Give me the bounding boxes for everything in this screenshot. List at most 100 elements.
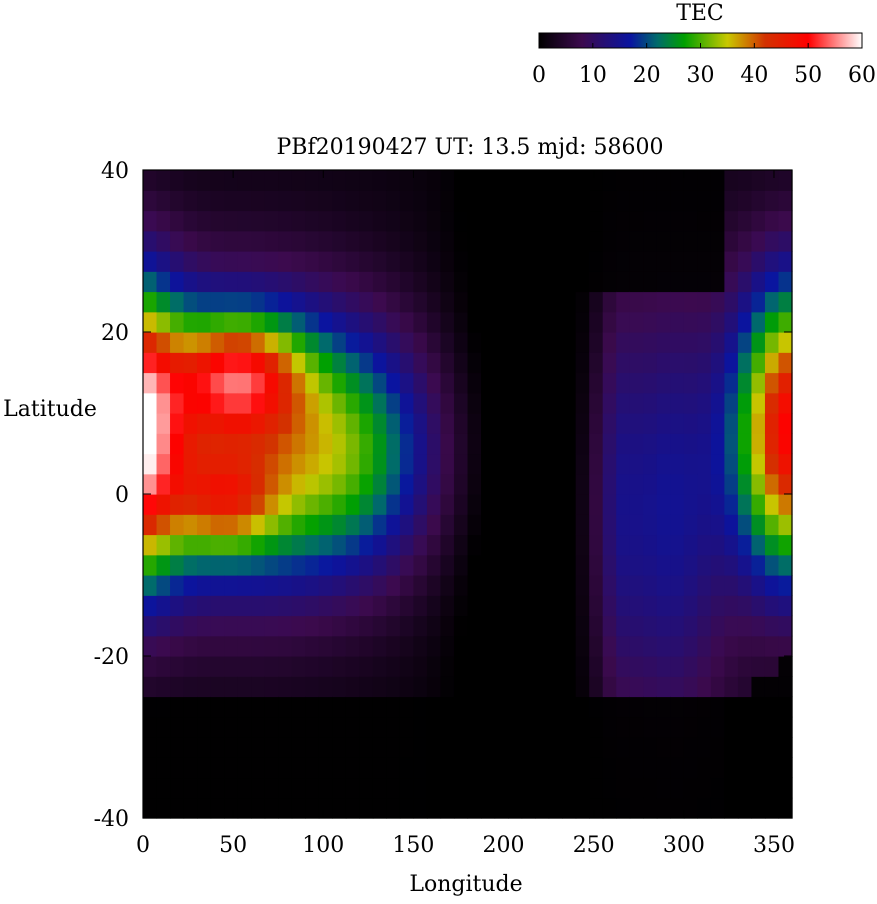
heatmap-cell <box>453 635 469 657</box>
heatmap-cell <box>440 332 455 353</box>
heatmap-cell <box>616 352 631 374</box>
heatmap-cell <box>778 372 793 394</box>
heatmap-cell <box>724 676 739 698</box>
heatmap-cell <box>616 230 631 252</box>
heatmap-cell <box>332 696 347 718</box>
heatmap-cell <box>318 271 333 293</box>
heatmap-cell <box>332 210 347 232</box>
heatmap-cell <box>778 797 793 819</box>
heatmap-cell <box>467 332 482 353</box>
heatmap-cell <box>386 716 401 738</box>
heatmap-cell <box>264 696 279 718</box>
heatmap-cell <box>197 433 212 455</box>
heatmap-cell <box>602 291 617 313</box>
heatmap-cell <box>197 615 212 637</box>
heatmap-cell <box>724 251 739 272</box>
heatmap-cell <box>656 210 671 232</box>
heatmap-cell <box>170 676 185 698</box>
heatmap-cell <box>656 737 671 758</box>
heatmap-cell <box>656 797 671 819</box>
heatmap-cell <box>278 777 293 799</box>
heatmap-cell <box>589 291 604 313</box>
heatmap-cell <box>318 230 333 252</box>
heatmap-cell <box>778 170 793 191</box>
heatmap-cell <box>643 251 658 272</box>
heatmap-cell <box>345 554 360 576</box>
heatmap-cell <box>643 413 658 434</box>
heatmap-cell <box>697 716 712 738</box>
heatmap-cell <box>575 372 590 394</box>
heatmap-cell <box>183 372 198 394</box>
heatmap-cell <box>764 656 780 677</box>
heatmap-cell <box>535 514 550 536</box>
heatmap-cell <box>575 635 590 657</box>
heatmap-cell <box>629 210 644 232</box>
heatmap-cell <box>643 656 658 677</box>
heatmap-cell <box>589 656 604 677</box>
heatmap-cell <box>305 757 320 779</box>
heatmap-cell <box>494 676 509 698</box>
heatmap-cell <box>589 494 604 515</box>
heatmap-cell <box>629 737 644 758</box>
heatmap-cell <box>345 797 360 819</box>
heatmap-cell <box>710 737 725 758</box>
heatmap-cell <box>562 332 577 353</box>
heatmap-cell <box>643 433 658 455</box>
heatmap-cell <box>156 190 171 212</box>
heatmap-cell <box>183 291 198 313</box>
heatmap-cell <box>237 251 252 272</box>
heatmap-cell <box>616 473 631 495</box>
heatmap-cell <box>440 797 455 819</box>
heatmap-cell <box>399 635 415 657</box>
heatmap-cell <box>575 615 590 637</box>
heatmap-cell <box>548 737 563 758</box>
heatmap-cell <box>413 494 428 515</box>
heatmap-cell <box>602 170 617 191</box>
heatmap-cell <box>751 170 766 191</box>
heatmap-cell <box>508 170 523 191</box>
heatmap-cell <box>737 777 753 799</box>
y-tick-label: -40 <box>94 807 129 832</box>
heatmap-cell <box>737 716 753 738</box>
heatmap-cell <box>237 170 252 191</box>
heatmap-cell <box>264 554 279 576</box>
heatmap-cell <box>764 676 780 698</box>
heatmap-cell <box>399 392 415 414</box>
heatmap-cell <box>467 514 482 536</box>
heatmap-cell <box>399 291 415 313</box>
heatmap-cell <box>413 372 428 394</box>
heatmap-cell <box>399 230 415 252</box>
heatmap-cell <box>156 210 171 232</box>
heatmap-cell <box>548 696 563 718</box>
heatmap-cell <box>778 554 793 576</box>
heatmap-cell <box>453 757 469 779</box>
heatmap-cell <box>305 170 320 191</box>
heatmap-cell <box>291 433 306 455</box>
heatmap-cell <box>170 615 185 637</box>
heatmap-cell <box>183 797 198 819</box>
heatmap-cell <box>372 230 387 252</box>
heatmap-cell <box>237 656 252 677</box>
heatmap-cell <box>183 251 198 272</box>
heatmap-cell <box>440 251 455 272</box>
heatmap-cell <box>372 777 387 799</box>
heatmap-cell <box>643 757 658 779</box>
heatmap-cell <box>210 716 225 738</box>
heatmap-cell <box>737 413 753 434</box>
heatmap-cell <box>670 251 685 272</box>
heatmap-cell <box>643 615 658 637</box>
heatmap-cell <box>751 230 766 252</box>
heatmap-cell <box>778 352 793 374</box>
heatmap-cell <box>237 311 252 333</box>
heatmap-cell <box>264 534 279 556</box>
heatmap-cell <box>183 757 198 779</box>
heatmap-cell <box>332 615 347 637</box>
heatmap-cell <box>683 352 698 374</box>
heatmap-cell <box>453 534 469 556</box>
heatmap-cell <box>683 433 698 455</box>
heatmap-cell <box>197 291 212 313</box>
heatmap-cell <box>197 737 212 758</box>
heatmap-cell <box>494 595 509 617</box>
heatmap-cell <box>413 595 428 617</box>
heatmap-cell <box>143 595 158 617</box>
